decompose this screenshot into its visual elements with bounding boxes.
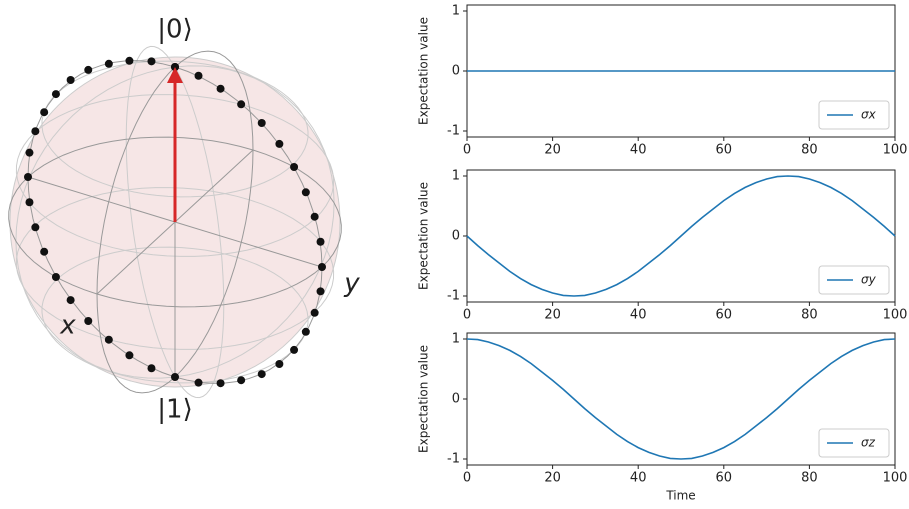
y-axis-label: Expectation value — [417, 17, 431, 125]
bloch-point — [194, 378, 203, 387]
legend-box — [818, 100, 890, 130]
bloch-point — [31, 127, 40, 136]
bloch-point — [84, 65, 93, 74]
bloch-point — [257, 370, 266, 379]
y-tick-label: 0 — [452, 392, 460, 407]
y-tick-label: 1 — [452, 4, 460, 19]
bloch-point — [290, 345, 299, 354]
x-tick-label: 80 — [801, 471, 818, 486]
bloch-point — [31, 223, 40, 232]
x-tick-label: 0 — [463, 143, 471, 158]
bloch-point — [66, 76, 75, 84]
x-tick-label: 20 — [544, 143, 561, 158]
bloch-point — [216, 379, 225, 388]
y-tick-label: -1 — [447, 289, 460, 304]
bloch-point — [147, 57, 156, 66]
bloch-point — [257, 119, 266, 127]
x-tick-label: 40 — [630, 308, 647, 323]
bloch-point — [66, 296, 75, 305]
bloch-point — [194, 71, 203, 80]
x-tick-label: 80 — [801, 308, 818, 323]
x-tick-label: 100 — [883, 143, 908, 158]
bloch-point — [237, 100, 246, 109]
x-tick-label: 100 — [883, 308, 908, 323]
bloch-point — [125, 56, 134, 65]
bloch-point — [40, 247, 49, 256]
bloch-point — [84, 317, 93, 325]
legend-label: σy — [861, 273, 877, 287]
bloch-point — [51, 273, 60, 281]
axis-label: |0⟩ — [157, 15, 192, 45]
series-line — [466, 175, 896, 297]
x-tick-label: 80 — [801, 143, 818, 158]
bloch-point — [310, 308, 319, 317]
x-axis-label: Time — [665, 489, 695, 503]
x-tick-label: 20 — [544, 471, 561, 486]
state-vector-head — [167, 67, 183, 83]
x-tick-label: 100 — [883, 471, 908, 486]
bloch-point — [125, 351, 134, 360]
bloch-point — [25, 148, 34, 157]
y-axis-label: Expectation value — [417, 182, 431, 290]
y-tick-label: 1 — [452, 332, 460, 347]
x-tick-label: 60 — [716, 308, 733, 323]
legend-label: σz — [861, 436, 876, 450]
bloch-point — [237, 376, 246, 385]
y-tick-label: -1 — [447, 452, 460, 467]
bloch-point — [147, 364, 156, 373]
bloch-point — [40, 108, 49, 117]
bloch-point — [104, 335, 113, 344]
y-axis-label: Expectation value — [417, 345, 431, 453]
bloch-point — [24, 173, 32, 181]
bloch-point — [290, 163, 299, 171]
x-tick-label: 60 — [716, 143, 733, 158]
bloch-point — [316, 237, 325, 246]
x-tick-label: 40 — [630, 471, 647, 486]
axis-label: y — [343, 269, 360, 299]
x-tick-label: 0 — [463, 308, 471, 323]
y-tick-label: 0 — [452, 229, 460, 244]
bloch-point — [171, 373, 179, 381]
bloch-point — [275, 139, 284, 148]
bloch-point — [318, 263, 326, 271]
bloch-point — [301, 188, 310, 197]
bloch-point — [25, 198, 34, 207]
legend-box — [818, 428, 890, 458]
x-tick-label: 0 — [463, 471, 471, 486]
axis-label: |1⟩ — [157, 395, 192, 425]
y-tick-label: 1 — [452, 169, 460, 184]
bloch-point — [310, 212, 319, 221]
y-tick-label: 0 — [452, 64, 460, 79]
bloch-point — [104, 59, 113, 68]
bloch-point — [216, 84, 225, 93]
bloch-point — [51, 90, 60, 99]
bloch-point — [275, 360, 284, 368]
series-line — [466, 338, 896, 460]
bloch-point — [316, 287, 325, 296]
bloch-point — [301, 327, 310, 336]
y-tick-label: -1 — [447, 124, 460, 139]
x-tick-label: 60 — [716, 471, 733, 486]
legend-label: σx — [861, 108, 877, 122]
legend-box — [818, 265, 890, 295]
x-tick-label: 20 — [544, 308, 561, 323]
x-tick-label: 40 — [630, 143, 647, 158]
axis-label: x — [59, 311, 76, 341]
